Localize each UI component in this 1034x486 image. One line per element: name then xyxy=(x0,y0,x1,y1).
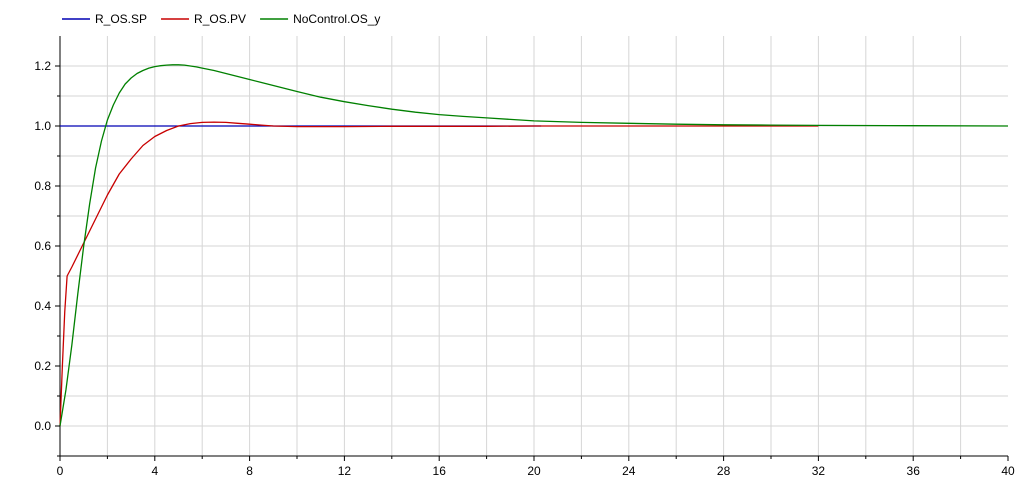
y-tick-label: 0.6 xyxy=(34,239,51,253)
y-tick-label: 0.8 xyxy=(34,179,51,193)
x-tick-label: 12 xyxy=(338,464,352,478)
x-tick-label: 24 xyxy=(622,464,636,478)
y-tick-label: 1.0 xyxy=(34,119,51,133)
x-tick-label: 40 xyxy=(1001,464,1015,478)
legend-item-r-os-pv[interactable]: R_OS.PV xyxy=(161,12,246,26)
y-tick-label: 0.4 xyxy=(34,299,51,313)
x-tick-label: 36 xyxy=(907,464,921,478)
x-tick-label: 8 xyxy=(246,464,253,478)
legend-item-nocontrol-os-y[interactable]: NoControl.OS_y xyxy=(260,12,380,26)
series-lines xyxy=(59,64,1009,427)
axis-ticks: 0 4 8 12 16 20 24 28 32 36 40 0.0 0.2 0.4 0.6 0.8 1.0 1.2 xyxy=(34,59,1015,478)
y-tick-label: 1.2 xyxy=(34,59,51,73)
y-tick-label: 0.0 xyxy=(34,419,51,433)
legend-label: R_OS.SP xyxy=(95,12,147,26)
x-tick-label: 20 xyxy=(527,464,541,478)
x-tick-label: 28 xyxy=(717,464,731,478)
x-tick-label: 16 xyxy=(433,464,447,478)
legend[interactable]: R_OS.SP R_OS.PV NoControl.OS_y xyxy=(62,12,380,26)
y-tick-label: 0.2 xyxy=(34,359,51,373)
x-tick-label: 4 xyxy=(151,464,158,478)
legend-label: NoControl.OS_y xyxy=(293,12,380,26)
grid-lines xyxy=(60,36,1008,456)
legend-label: R_OS.PV xyxy=(194,12,246,26)
legend-item-r-os-sp[interactable]: R_OS.SP xyxy=(62,12,147,26)
x-tick-label: 0 xyxy=(57,464,64,478)
series-line-r-os-pv xyxy=(59,121,819,427)
x-tick-label: 32 xyxy=(812,464,826,478)
series-line-nocontrol-os-y xyxy=(59,64,1009,427)
